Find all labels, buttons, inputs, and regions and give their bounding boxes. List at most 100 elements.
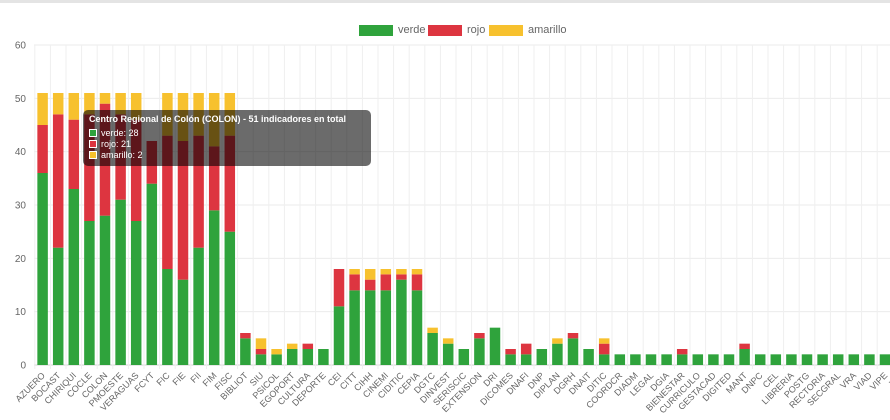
bar-rojo: [177, 141, 189, 280]
bar-amarillo: [349, 269, 360, 275]
legend-swatch-rojo: [428, 24, 462, 36]
bar-rojo: [567, 333, 579, 339]
bar-rojo: [505, 349, 516, 355]
bar-verde: [770, 354, 782, 365]
bar-verde: [708, 354, 719, 365]
bar-verde: [442, 343, 454, 365]
bar-amarillo: [364, 269, 376, 280]
bar-amarillo: [442, 338, 454, 344]
bar-verde: [37, 173, 48, 365]
bar-verde: [286, 349, 298, 365]
bar-verde: [84, 221, 95, 365]
bar-amarillo: [552, 338, 563, 344]
bar-rojo: [333, 269, 345, 307]
legend-label-rojo: rojo: [467, 24, 486, 36]
bar-rojo: [474, 333, 485, 339]
bar-verde: [676, 354, 688, 365]
bar-verde: [505, 354, 516, 365]
y-tick-label: 30: [15, 201, 27, 212]
bar-verde: [240, 338, 251, 365]
bar-amarillo: [52, 93, 64, 115]
legend-label-amarillo: amarillo: [528, 24, 567, 36]
bar-rojo: [240, 333, 251, 339]
bar-rojo: [208, 146, 220, 211]
bar-amarillo: [255, 338, 267, 349]
legend-item-verde[interactable]: verde: [359, 22, 426, 38]
bar-verde: [364, 290, 376, 365]
bar-rojo: [598, 343, 610, 355]
bar-verde: [583, 349, 594, 365]
bar-verde: [427, 333, 438, 365]
tooltip-row-rojo: rojo: 21: [89, 139, 131, 149]
bar-verde: [68, 189, 80, 365]
bar-verde: [614, 354, 626, 365]
bar-verde: [302, 349, 314, 365]
bar-verde: [864, 354, 875, 365]
bar-amarillo: [68, 93, 80, 120]
bar-rojo: [676, 349, 688, 355]
bar-verde: [661, 354, 672, 365]
bar-amarillo: [99, 93, 111, 104]
bar-verde: [817, 354, 828, 365]
tooltip-row-amarillo: amarillo: 2: [89, 150, 143, 160]
bar-amarillo: [115, 93, 126, 115]
bar-verde: [474, 338, 485, 365]
bar-verde: [786, 354, 797, 365]
bar-verde: [754, 354, 766, 365]
bar-verde: [130, 221, 142, 365]
legend-item-amarillo[interactable]: amarillo: [489, 22, 567, 38]
bar-rojo: [68, 119, 80, 189]
bar-amarillo: [427, 327, 438, 333]
y-tick-label: 60: [15, 41, 27, 52]
bar-verde: [146, 183, 158, 365]
tooltip-title: Centro Regional de Colón (COLON) - 51 in…: [89, 114, 347, 124]
bar-amarillo: [411, 269, 423, 275]
tooltip-swatch-rojo: [89, 140, 97, 148]
chart-tooltip: Centro Regional de Colón (COLON) - 51 in…: [83, 110, 371, 166]
bar-rojo: [739, 343, 750, 349]
bar-verde: [115, 199, 126, 365]
bar-rojo: [224, 135, 236, 232]
bar-verde: [739, 349, 750, 365]
y-tick-label: 10: [15, 307, 27, 318]
legend-item-rojo[interactable]: rojo: [428, 22, 485, 38]
bar-verde: [193, 247, 204, 365]
legend-swatch-verde: [359, 24, 393, 36]
x-tick-label: VRI: [887, 370, 890, 388]
bar-verde: [630, 354, 641, 365]
bar-rojo: [193, 135, 204, 248]
bar-verde: [879, 354, 890, 365]
bar-rojo: [302, 343, 314, 349]
bar-rojo: [364, 279, 376, 291]
tooltip-row-verde: verde: 28: [89, 128, 139, 138]
tooltip-text-rojo: rojo: 21: [101, 139, 132, 149]
bar-amarillo: [130, 93, 142, 120]
bar-amarillo: [37, 93, 48, 125]
bar-verde: [333, 306, 345, 365]
x-tick-label: FIE: [170, 370, 187, 387]
tooltip-text-amarillo: amarillo: 2: [101, 150, 143, 160]
tooltip-text-verde: verde: 28: [101, 128, 139, 138]
bar-verde: [224, 231, 236, 365]
bar-verde: [411, 290, 423, 365]
chart-legend: verde rojo amarillo: [0, 22, 890, 38]
bar-verde: [318, 349, 329, 365]
bar-verde: [162, 269, 173, 365]
bar-rojo: [411, 274, 423, 291]
x-tick-label: FIC: [154, 370, 172, 388]
bar-amarillo: [286, 343, 298, 349]
bar-rojo: [162, 135, 173, 269]
bar-verde: [99, 215, 111, 365]
bar-amarillo: [380, 269, 392, 275]
bar-rojo: [380, 274, 392, 291]
bar-verde: [801, 354, 813, 365]
legend-swatch-amarillo: [489, 24, 523, 36]
tooltip-swatch-verde: [89, 129, 97, 137]
bar-amarillo: [598, 338, 610, 344]
bar-verde: [848, 354, 860, 365]
y-tick-label: 20: [15, 254, 27, 265]
bar-verde: [208, 210, 220, 365]
legend-label-verde: verde: [398, 24, 426, 36]
y-tick-label: 0: [20, 361, 26, 372]
